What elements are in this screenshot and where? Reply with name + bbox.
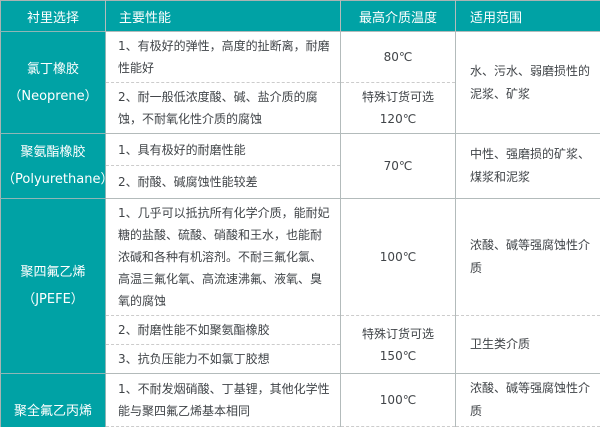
column-header-lining: 衬里选择 xyxy=(0,0,106,32)
lining-name-neoprene: 氯丁橡胶 （Neoprene） xyxy=(0,31,106,134)
table-row: 2、耐酸、碱腐蚀性能较差 xyxy=(1,165,600,199)
application-cell: 浓酸、碱等强腐蚀性介质 xyxy=(455,373,600,427)
table-row: 2、耐磨性能不如聚氨酯橡胶 特殊订货可选 150℃ 卫生类介质 xyxy=(1,315,600,374)
temperature-cell: 70℃ xyxy=(340,133,456,199)
table-row: 聚全氟乙丙烯 （F46） 1、不耐发烟硝酸、丁基锂，其他化学性能与聚四氟乙烯基本… xyxy=(0,373,600,427)
table-row: 聚氨酯橡胶 （Polyurethane） 1、具有极好的耐磨性能 70℃ 中性、… xyxy=(0,133,600,199)
application-cell: 卫生类介质 xyxy=(455,315,600,374)
lining-name-cn: 聚四氟乙烯 xyxy=(20,265,86,280)
lining-name-cn: 聚全氟乙丙烯 xyxy=(13,403,92,419)
temperature-cell: 80℃ xyxy=(340,31,456,83)
lining-name-polyurethane: 聚氨酯橡胶 （Polyurethane） xyxy=(0,133,106,199)
lining-name-en: （JPEFE） xyxy=(22,292,84,307)
table-row: 氯丁橡胶 （Neoprene） 1、有极好的弹性，高度的扯断离，耐磨性能好 80… xyxy=(0,31,600,134)
application-cell: 水、污水、弱磨损性的泥浆、矿浆 xyxy=(455,31,600,134)
lining-name-jpefe: 聚四氟乙烯 （JPEFE） xyxy=(0,198,106,374)
application-cell: 浓酸、碱等强腐蚀性介质 xyxy=(455,198,600,316)
application-cell: 中性、强磨损的矿浆、煤浆和泥浆 xyxy=(455,133,600,199)
lining-name-en: （Polyurethane） xyxy=(2,172,106,187)
temperature-line: 150℃ xyxy=(379,348,417,363)
temperature-line: 特殊订货可选 xyxy=(361,326,434,341)
table-row: 聚四氟乙烯 （JPEFE） 1、几乎可以抵抗所有化学介质，能耐妃糖的盐酸、硫酸、… xyxy=(0,198,600,374)
temperature-cell: 特殊订货可选 120℃ xyxy=(340,82,456,134)
temperature-line: 特殊订货可选 xyxy=(361,90,434,104)
column-header-performance: 主要性能 xyxy=(105,0,341,32)
lining-name-en: （Neoprene） xyxy=(8,88,98,104)
performance-cell: 1、几乎可以抵抗所有化学介质，能耐妃糖的盐酸、硫酸、硝酸和王水，也能耐浓碱和各种… xyxy=(105,198,341,316)
performance-cell: 1、不耐发烟硝酸、丁基锂，其他化学性能与聚四氟乙烯基本相同 xyxy=(105,373,341,427)
performance-cell: 2、耐酸、碱腐蚀性能较差 xyxy=(105,165,341,199)
performance-cell: 1、具有极好的耐磨性能 xyxy=(105,133,341,166)
column-header-application: 适用范围 xyxy=(455,0,600,32)
column-header-temperature: 最高介质温度 xyxy=(340,0,456,32)
table-header-row: 衬里选择 主要性能 最高介质温度 适用范围 xyxy=(0,0,600,32)
performance-cell: 1、有极好的弹性，高度的扯断离，耐磨性能好 xyxy=(105,31,341,83)
lining-name-cn: 氯丁橡胶 xyxy=(26,61,79,77)
temperature-cell: 特殊订货可选 150℃ xyxy=(340,315,456,374)
table-row: 2、耐一般低浓度酸、碱、盐介质的腐蚀，不耐氧化性介质的腐蚀 特殊订货可选 120… xyxy=(1,82,600,134)
performance-cell: 3、抗负压能力不如氯丁胶想 xyxy=(105,344,341,374)
temperature-cell: 100℃ xyxy=(340,198,456,316)
lining-name-cn: 聚氨酯橡胶 xyxy=(20,145,86,160)
performance-cell: 2、耐磨性能不如聚氨酯橡胶 xyxy=(105,315,341,345)
table-row: 3、抗负压能力不如氯丁胶想 xyxy=(1,344,600,374)
temperature-cell: 100℃ xyxy=(340,373,456,427)
performance-cell: 2、耐一般低浓度酸、碱、盐介质的腐蚀，不耐氧化性介质的腐蚀 xyxy=(105,82,341,134)
lining-name-f46: 聚全氟乙丙烯 （F46） xyxy=(0,373,106,427)
temperature-line: 120℃ xyxy=(379,112,417,126)
